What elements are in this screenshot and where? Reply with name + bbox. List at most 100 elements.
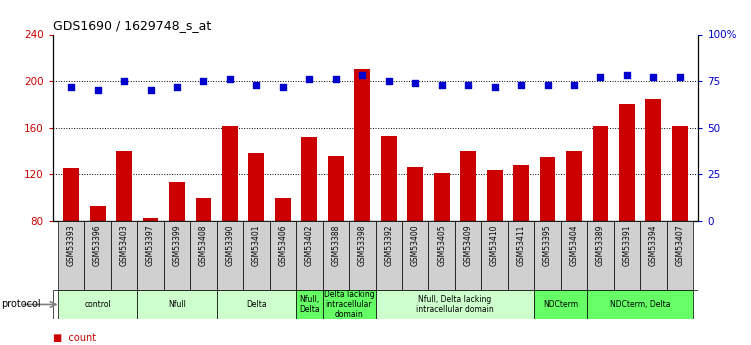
- Point: [621, 73, 633, 78]
- Point: [356, 73, 368, 78]
- Point: [198, 78, 210, 84]
- Text: Delta: Delta: [246, 300, 267, 309]
- Text: Delta lacking
intracellular
domain: Delta lacking intracellular domain: [324, 289, 374, 319]
- FancyBboxPatch shape: [614, 221, 640, 290]
- Point: [595, 75, 607, 80]
- Text: GSM53391: GSM53391: [623, 224, 632, 266]
- Text: GSM53400: GSM53400: [411, 224, 420, 266]
- FancyBboxPatch shape: [587, 290, 693, 318]
- Bar: [354, 69, 370, 314]
- FancyBboxPatch shape: [243, 221, 270, 290]
- Text: GSM53406: GSM53406: [279, 224, 288, 266]
- Bar: [513, 165, 529, 314]
- Text: NDCterm: NDCterm: [543, 300, 578, 309]
- Point: [118, 78, 130, 84]
- FancyBboxPatch shape: [217, 221, 243, 290]
- Text: GDS1690 / 1629748_s_at: GDS1690 / 1629748_s_at: [53, 19, 211, 32]
- Bar: [619, 104, 635, 314]
- Bar: [566, 151, 582, 314]
- Text: GSM53394: GSM53394: [649, 224, 658, 266]
- Bar: [460, 151, 476, 314]
- FancyBboxPatch shape: [587, 221, 614, 290]
- FancyBboxPatch shape: [137, 290, 217, 318]
- Bar: [301, 137, 317, 314]
- Text: ■  count: ■ count: [53, 333, 95, 343]
- FancyBboxPatch shape: [323, 290, 376, 318]
- FancyBboxPatch shape: [455, 221, 481, 290]
- FancyBboxPatch shape: [402, 221, 428, 290]
- Text: GSM53402: GSM53402: [305, 224, 314, 266]
- Text: GSM53396: GSM53396: [93, 224, 102, 266]
- Bar: [249, 153, 264, 314]
- Bar: [222, 127, 238, 314]
- Bar: [434, 173, 450, 314]
- Bar: [116, 151, 132, 314]
- Text: GSM53390: GSM53390: [225, 224, 234, 266]
- Bar: [143, 218, 158, 314]
- Bar: [381, 136, 397, 314]
- Point: [515, 82, 527, 88]
- FancyBboxPatch shape: [534, 221, 561, 290]
- FancyBboxPatch shape: [217, 290, 296, 318]
- Text: Nfull: Nfull: [168, 300, 186, 309]
- FancyBboxPatch shape: [481, 221, 508, 290]
- Point: [144, 88, 156, 93]
- FancyBboxPatch shape: [270, 221, 296, 290]
- Point: [647, 75, 659, 80]
- Bar: [487, 169, 502, 314]
- FancyBboxPatch shape: [376, 221, 402, 290]
- Point: [541, 82, 553, 88]
- Bar: [672, 127, 688, 314]
- Text: GSM53395: GSM53395: [543, 224, 552, 266]
- Point: [330, 77, 342, 82]
- Text: GSM53408: GSM53408: [199, 224, 208, 266]
- FancyBboxPatch shape: [323, 221, 349, 290]
- Point: [92, 88, 104, 93]
- Bar: [540, 157, 556, 314]
- Point: [65, 84, 77, 89]
- FancyBboxPatch shape: [640, 221, 667, 290]
- Point: [462, 82, 474, 88]
- FancyBboxPatch shape: [53, 290, 698, 319]
- Text: GSM53389: GSM53389: [596, 224, 605, 266]
- FancyBboxPatch shape: [58, 221, 84, 290]
- Text: GSM53404: GSM53404: [569, 224, 578, 266]
- Text: GSM53409: GSM53409: [463, 224, 472, 266]
- Text: GSM53403: GSM53403: [119, 224, 128, 266]
- Text: GSM53399: GSM53399: [173, 224, 182, 266]
- Text: GSM53410: GSM53410: [490, 224, 499, 266]
- FancyBboxPatch shape: [190, 221, 217, 290]
- Text: control: control: [84, 300, 111, 309]
- Text: NDCterm, Delta: NDCterm, Delta: [610, 300, 671, 309]
- Bar: [328, 156, 344, 314]
- Point: [303, 77, 315, 82]
- FancyBboxPatch shape: [296, 221, 323, 290]
- Text: GSM53392: GSM53392: [385, 224, 394, 266]
- Point: [171, 84, 183, 89]
- FancyBboxPatch shape: [296, 290, 323, 318]
- FancyBboxPatch shape: [164, 221, 190, 290]
- Text: GSM53398: GSM53398: [357, 224, 366, 266]
- Point: [568, 82, 580, 88]
- FancyBboxPatch shape: [508, 221, 534, 290]
- Text: GSM53411: GSM53411: [517, 224, 526, 266]
- Bar: [275, 197, 291, 314]
- FancyBboxPatch shape: [534, 290, 587, 318]
- Text: GSM53397: GSM53397: [146, 224, 155, 266]
- Point: [277, 84, 289, 89]
- Bar: [63, 168, 79, 314]
- Bar: [407, 167, 423, 314]
- Point: [224, 77, 236, 82]
- FancyBboxPatch shape: [561, 221, 587, 290]
- Point: [436, 82, 448, 88]
- Point: [383, 78, 395, 84]
- Text: GSM53401: GSM53401: [252, 224, 261, 266]
- FancyBboxPatch shape: [428, 221, 455, 290]
- FancyBboxPatch shape: [137, 221, 164, 290]
- FancyBboxPatch shape: [667, 221, 693, 290]
- Text: protocol: protocol: [2, 299, 41, 309]
- Bar: [593, 127, 608, 314]
- FancyBboxPatch shape: [84, 221, 111, 290]
- Bar: [646, 99, 662, 314]
- FancyBboxPatch shape: [111, 221, 137, 290]
